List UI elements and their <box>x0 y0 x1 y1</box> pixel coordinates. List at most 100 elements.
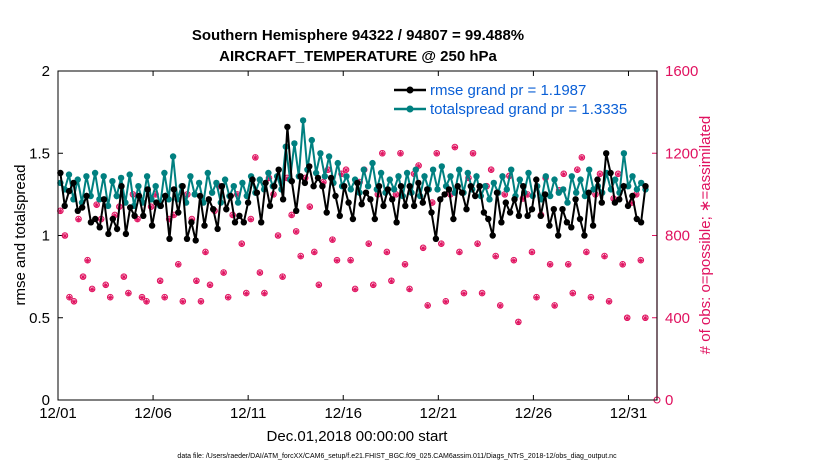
legend: rmse grand pr = 1.1987 totalspread grand… <box>394 82 627 118</box>
obs-assimilated-point <box>583 249 589 255</box>
rmse-point <box>105 230 112 238</box>
rmse-point <box>122 230 130 238</box>
spread-point <box>464 169 471 177</box>
obs-assimilated-point <box>239 241 245 247</box>
rmse-point <box>410 202 418 210</box>
obs-assimilated-point <box>579 155 585 161</box>
obs-assimilated-point <box>107 294 113 301</box>
spread-point <box>486 196 493 203</box>
rmse-point <box>367 196 374 203</box>
obs-assimilated-point <box>193 278 200 284</box>
plot-frame <box>57 70 658 401</box>
obs-assimilated-point <box>311 249 317 255</box>
legend-spread-label: totalspread grand pr = 1.3335 <box>430 101 627 118</box>
spread-point <box>143 173 151 180</box>
chart-subtitle: AIRCRAFT_TEMPERATURE @ 250 hPa <box>219 48 497 65</box>
rmse-point <box>210 206 217 213</box>
rmse-point <box>629 192 636 200</box>
spread-point <box>221 176 229 183</box>
spread-point <box>96 196 103 203</box>
obs-assimilated-point <box>379 151 385 157</box>
spread-point <box>429 166 437 173</box>
obs-assimilated-point <box>642 315 648 321</box>
spread-point <box>91 169 99 177</box>
obs-assimilated-point <box>470 151 476 157</box>
spread-point <box>65 171 73 178</box>
rmse-point <box>336 212 343 219</box>
obs-assimilated-point <box>370 282 376 288</box>
rmse-point <box>74 207 82 214</box>
y-tick-label: 0 <box>42 392 50 409</box>
obs-assimilated-point <box>275 233 281 239</box>
rmse-point <box>493 189 501 196</box>
rmse-point <box>109 215 117 223</box>
spread-point <box>191 191 198 198</box>
rmse-point <box>266 202 274 210</box>
spread-point <box>568 173 575 180</box>
obs-assimilated-point <box>461 290 467 297</box>
obs-assimilated-point <box>347 257 354 264</box>
spread-point <box>117 174 125 182</box>
obs-assimilated-point <box>429 200 435 206</box>
spread-point <box>195 179 203 187</box>
rmse-point <box>214 225 221 233</box>
rmse-point <box>244 199 252 206</box>
rmse-point <box>585 189 592 196</box>
obs-assimilated-point <box>171 212 177 218</box>
obs-assimilated-point <box>479 290 485 297</box>
rmse-point <box>480 209 488 216</box>
rmse-point <box>620 183 627 190</box>
rmse-point <box>118 183 125 190</box>
x-tick-label: 12/01 <box>39 405 77 422</box>
rmse-point <box>327 174 335 182</box>
obs-assimilated-point <box>515 319 521 325</box>
spread-point <box>412 166 419 173</box>
obs-assimilated-point <box>252 155 258 161</box>
obs-assimilated-point <box>148 204 154 210</box>
rmse-point <box>502 199 509 206</box>
spread-point <box>547 192 554 200</box>
spread-point <box>83 173 90 180</box>
spread-point <box>564 199 571 206</box>
y2-tick-label: 800 <box>665 228 690 245</box>
spread-point <box>135 183 142 190</box>
obs-assimilated-point <box>638 257 644 264</box>
rmse-point <box>61 202 68 210</box>
rmse-point <box>100 196 108 203</box>
rmse-point <box>153 199 160 206</box>
rmse-point <box>576 215 584 223</box>
y-tick-label: 0.5 <box>29 310 50 327</box>
rmse-point <box>441 191 448 198</box>
obs-assimilated-point <box>574 167 580 173</box>
rmse-point <box>301 179 309 187</box>
obs-assimilated-point <box>493 253 499 260</box>
obs-assimilated-point <box>62 233 68 239</box>
obs-assimilated-point <box>406 286 413 292</box>
spread-point <box>633 186 641 193</box>
rmse-point <box>437 196 444 203</box>
rmse-point <box>594 176 601 183</box>
y2-tick-label: 0 <box>665 392 673 409</box>
rmse-point <box>541 191 549 198</box>
rmse-point <box>314 174 322 182</box>
rmse-point <box>319 183 326 190</box>
spread-point <box>213 179 220 187</box>
spread-point <box>590 186 597 193</box>
obs-assimilated-point <box>438 241 444 247</box>
footnote: data file: /Users/raeder/DAI/ATM_forcXX/… <box>177 453 617 460</box>
rmse-point <box>524 212 531 219</box>
y2-tick-label: 400 <box>665 310 690 327</box>
obs-assimilated-point <box>84 257 91 264</box>
spread-point <box>551 176 558 183</box>
rmse-point <box>249 176 256 183</box>
obs-assimilated-point <box>112 212 118 218</box>
spread-point <box>369 159 376 167</box>
obs-assimilated-point <box>397 151 404 157</box>
spread-point <box>482 183 489 190</box>
spread-point <box>434 186 441 193</box>
obs-assimilated-point <box>80 274 86 280</box>
rmse-point <box>57 169 64 177</box>
obs-assimilated-point <box>561 171 567 177</box>
obs-assimilated-point <box>601 253 608 260</box>
rmse-point <box>380 202 387 210</box>
